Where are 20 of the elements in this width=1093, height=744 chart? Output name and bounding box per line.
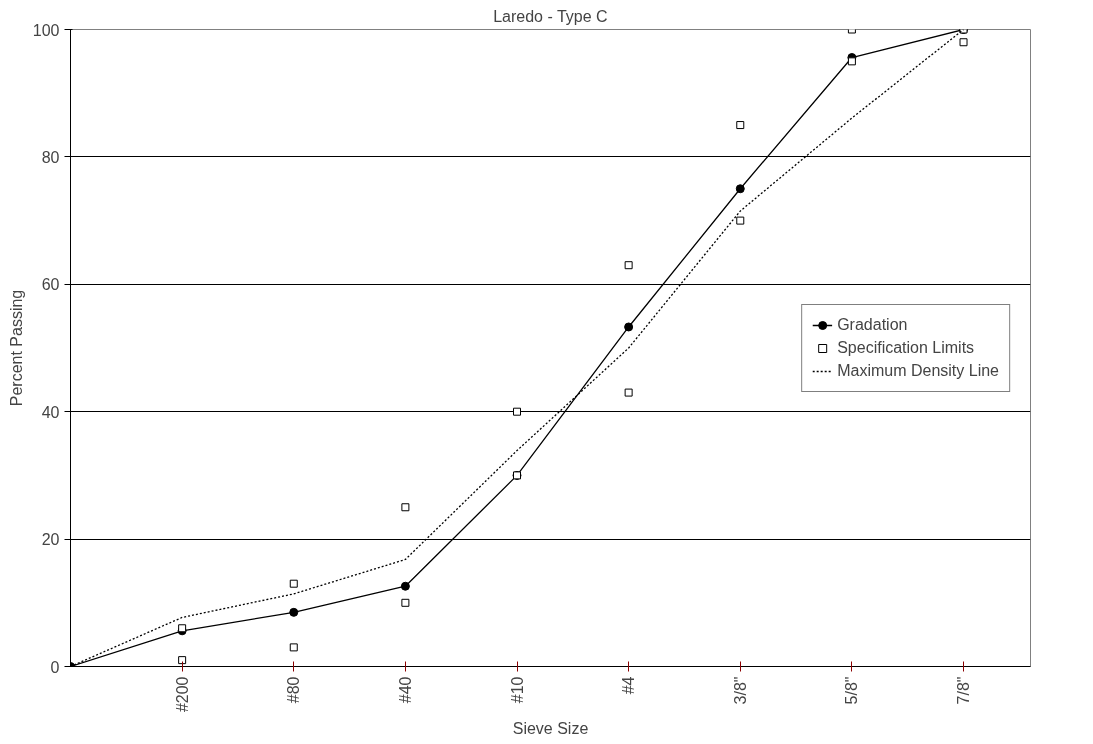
y-tick-label: 100 bbox=[32, 21, 60, 39]
x-axis-title: Sieve Size bbox=[512, 720, 589, 738]
x-tick-label: #80 bbox=[285, 676, 303, 704]
x-tick-label: #4 bbox=[620, 676, 638, 695]
y-tick-label: 60 bbox=[41, 276, 60, 294]
y-tick-label: 40 bbox=[41, 403, 60, 421]
x-tick-label: #200 bbox=[173, 676, 191, 713]
y-tick-label: 80 bbox=[41, 148, 60, 166]
legend-label: Gradation bbox=[837, 315, 908, 334]
y-tick-label: 0 bbox=[50, 658, 60, 676]
x-tick-label: #40 bbox=[396, 676, 414, 704]
chart-title: Laredo - Type C bbox=[493, 7, 608, 25]
y-tick-label: 20 bbox=[41, 531, 60, 549]
legend-label: Maximum Density Line bbox=[837, 361, 999, 380]
x-tick-label: 5/8" bbox=[843, 676, 861, 705]
y-axis-title: Percent Passing bbox=[7, 289, 25, 407]
x-tick-label: 3/8" bbox=[731, 676, 749, 705]
legend-label: Specification Limits bbox=[837, 338, 975, 357]
x-tick-label: 7/8" bbox=[955, 676, 973, 705]
x-tick-label: #10 bbox=[508, 676, 526, 704]
